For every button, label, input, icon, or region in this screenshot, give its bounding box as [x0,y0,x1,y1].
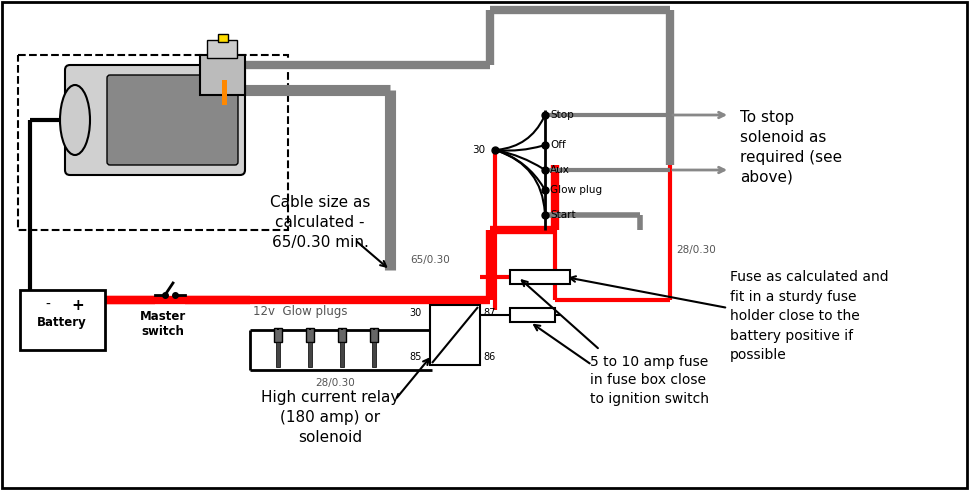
Text: Aux: Aux [550,165,570,175]
Bar [200,55,245,95]
Text: To stop
solenoid as
required (see
above): To stop solenoid as required (see above) [740,110,842,184]
Text: Master
switch: Master switch [140,310,186,338]
Text: +: + [72,297,84,313]
Text: Stop: Stop [550,110,574,120]
Bar [222,80,227,105]
Text: 65/0.30: 65/0.30 [410,255,450,265]
Text: High current relay
(180 amp) or
solenoid: High current relay (180 amp) or solenoid [261,390,399,444]
Bar [510,308,555,322]
Bar [207,40,237,58]
Ellipse shape [60,85,90,155]
FancyBboxPatch shape [20,290,105,350]
Text: Fuse as calculated and
fit in a sturdy fuse
holder close to the
battery positive: Fuse as calculated and fit in a sturdy f… [730,270,889,362]
Bar [274,328,282,342]
Bar [370,328,378,342]
Text: 85: 85 [410,352,422,362]
FancyBboxPatch shape [107,75,238,165]
Text: Off: Off [550,140,566,150]
Text: 86: 86 [483,352,495,362]
Bar [372,342,376,367]
Bar [510,270,570,284]
Text: Cable size as
calculated -
65/0.30 min.: Cable size as calculated - 65/0.30 min. [269,195,370,249]
Bar [276,342,280,367]
Text: 30: 30 [410,308,422,318]
Text: -: - [46,298,50,312]
Bar [340,342,344,367]
Text: 87: 87 [483,308,495,318]
Bar [308,342,312,367]
Text: 5 to 10 amp fuse
in fuse box close
to ignition switch: 5 to 10 amp fuse in fuse box close to ig… [590,355,709,406]
Bar [218,34,228,42]
Text: 28/0.30: 28/0.30 [315,378,355,388]
Text: Start: Start [550,210,576,220]
Text: 12v  Glow plugs: 12v Glow plugs [253,305,347,318]
Bar [306,328,314,342]
Text: 30: 30 [472,145,485,155]
Text: Battery: Battery [37,316,87,328]
Text: Glow plug: Glow plug [550,185,602,195]
Bar [430,305,480,365]
Text: 28/0.30: 28/0.30 [676,245,716,255]
Bar [338,328,346,342]
FancyBboxPatch shape [65,65,245,175]
